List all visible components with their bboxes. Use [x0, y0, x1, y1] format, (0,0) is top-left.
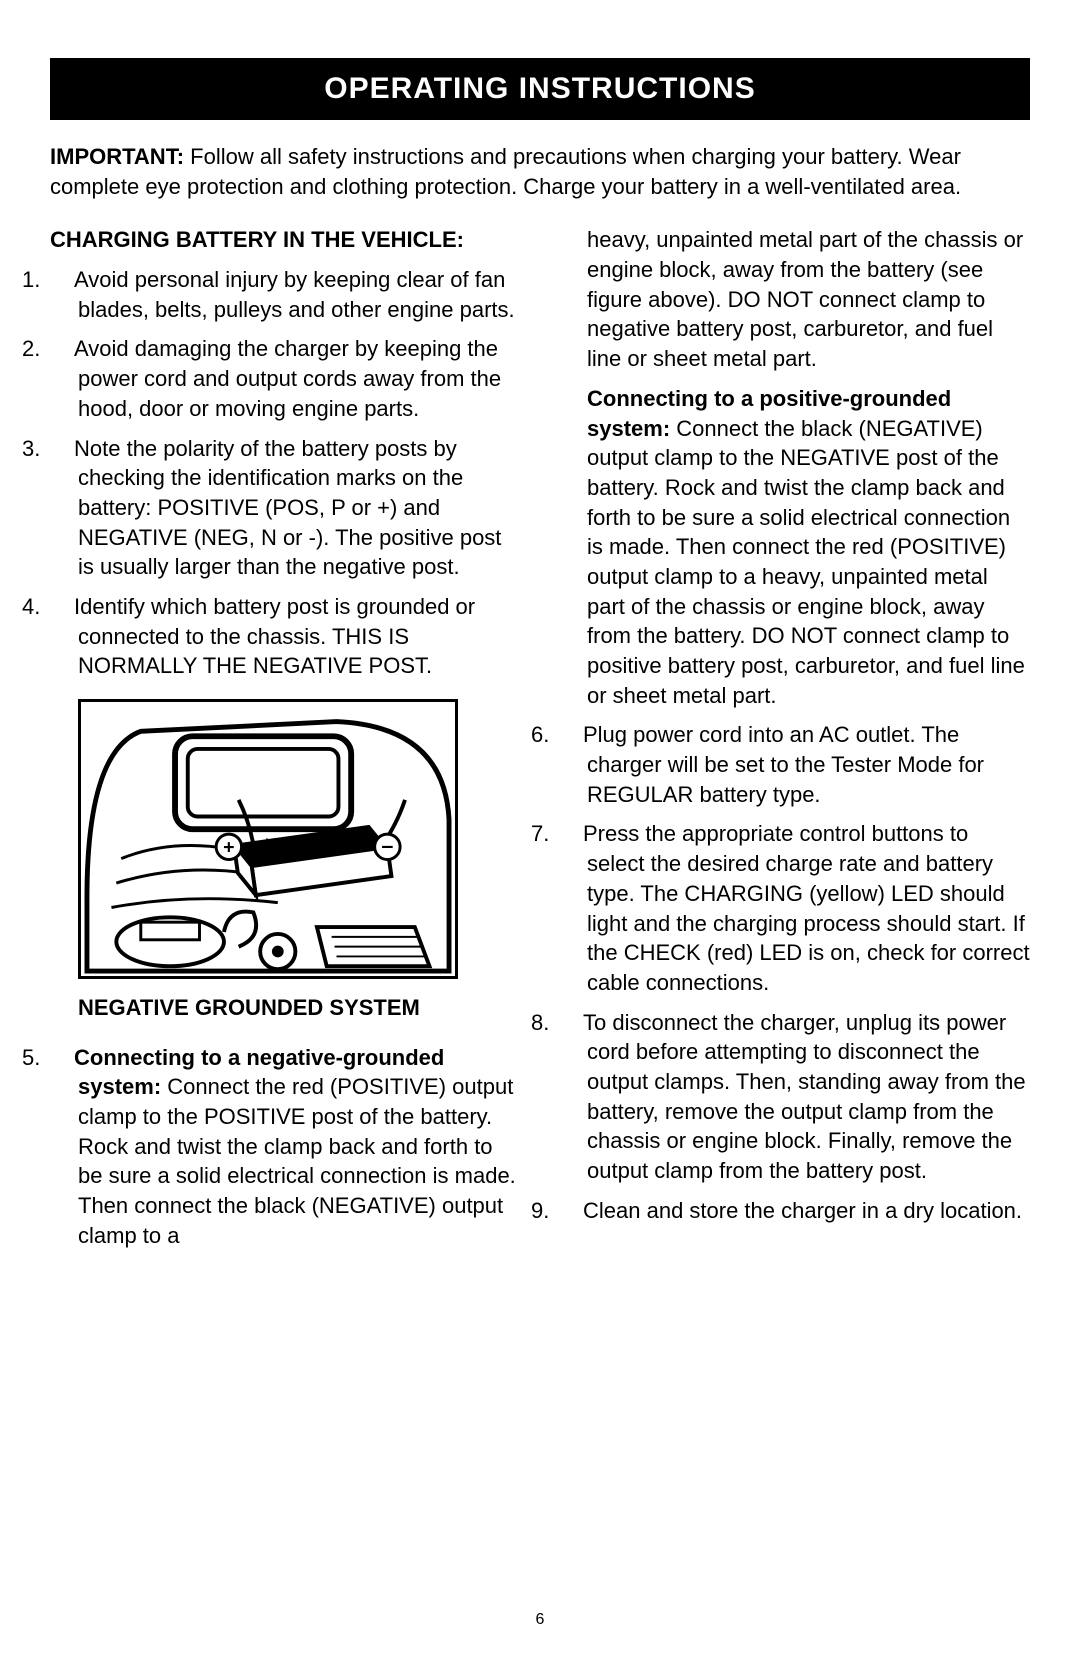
important-label: IMPORTANT: [50, 144, 184, 169]
instructions-list-left-5: 5.Connecting to a negative-grounded syst… [50, 1043, 521, 1251]
item-1-text: Avoid personal injury by keeping clear o… [74, 267, 515, 322]
important-text: Follow all safety instructions and preca… [50, 144, 961, 199]
engine-diagram-figure: + – [78, 699, 458, 979]
instructions-list-right: 6.Plug power cord into an AC outlet. The… [559, 720, 1030, 1225]
two-column-layout: CHARGING BATTERY IN THE VEHICLE: 1.Avoid… [50, 225, 1030, 1260]
positive-rest: Connect the black (NEGA­TIVE) output cla… [587, 416, 1025, 708]
right-column: heavy, unpainted metal part of the chass… [559, 225, 1030, 1260]
positive-grounded-block: Connecting to a positive-grounded system… [559, 384, 1030, 711]
list-item: 5.Connecting to a negative-grounded syst… [50, 1043, 521, 1251]
left-column: CHARGING BATTERY IN THE VEHICLE: 1.Avoid… [50, 225, 521, 1260]
charging-heading: CHARGING BATTERY IN THE VEHICLE: [50, 225, 521, 255]
list-item: 6.Plug power cord into an AC outlet. The… [559, 720, 1030, 809]
list-item: 2.Avoid damaging the charger by keeping … [50, 334, 521, 423]
instructions-list-left: 1.Avoid personal injury by keeping clear… [50, 265, 521, 681]
item-5-continuation: heavy, unpainted metal part of the chass… [559, 225, 1030, 373]
item-5-rest: Connect the red (POSITIVE) output clamp … [78, 1074, 516, 1247]
list-item: 8.To disconnect the charger, unplug its … [559, 1008, 1030, 1186]
svg-text:+: + [223, 837, 234, 859]
item-2-text: Avoid damaging the charger by keeping th… [74, 336, 501, 420]
important-paragraph: IMPORTANT: Follow all safety instruction… [50, 142, 1030, 201]
svg-text:–: – [381, 834, 393, 858]
item-6-text: Plug power cord into an AC outlet. The c… [583, 722, 984, 806]
item-9-text: Clean and store the charger in a dry loc… [583, 1198, 1022, 1223]
list-item: 3.Note the polarity of the battery posts… [50, 434, 521, 582]
item-4-text: Identify which battery post is grounded … [74, 594, 475, 678]
item-3-text: Note the polarity of the battery posts b… [74, 436, 501, 580]
figure-caption: NEGATIVE GROUNDED SYSTEM [78, 993, 521, 1023]
page-number: 6 [0, 1611, 1080, 1629]
list-item: 1.Avoid personal injury by keeping clear… [50, 265, 521, 324]
list-item: 4.Identify which battery post is grounde… [50, 592, 521, 681]
item-8-text: To disconnect the charger, unplug its po… [583, 1010, 1026, 1183]
list-item: 9.Clean and store the charger in a dry l… [559, 1196, 1030, 1226]
list-item: 7.Press the appropriate control buttons … [559, 819, 1030, 997]
item-5-num: 5. [50, 1043, 74, 1073]
item-7-text: Press the appropriate control buttons to… [583, 821, 1030, 994]
engine-diagram-svg: + – [78, 699, 458, 979]
page-title-bar: OPERATING INSTRUCTIONS [50, 58, 1030, 120]
